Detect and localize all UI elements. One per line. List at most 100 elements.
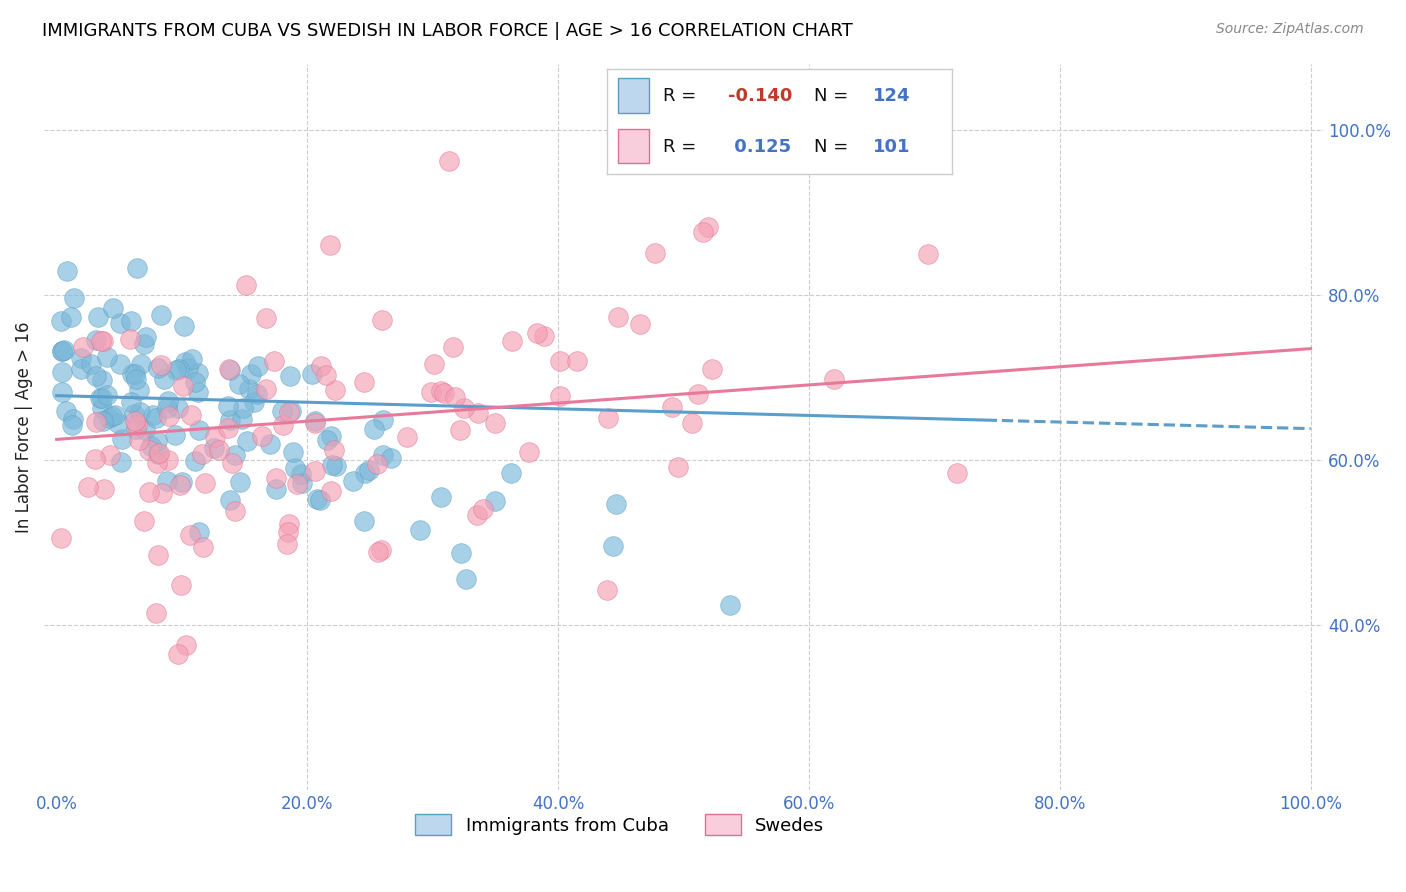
- Point: [661, 400, 683, 414]
- Point: [191, 540, 214, 554]
- Point: [519, 444, 541, 458]
- Point: [76, 480, 98, 494]
- Point: [138, 442, 160, 457]
- Point: [172, 379, 194, 393]
- Point: [444, 391, 467, 405]
- Point: [321, 458, 343, 473]
- Point: [465, 508, 488, 522]
- Point: [56, 264, 79, 278]
- Point: [236, 434, 259, 448]
- Point: [84, 333, 107, 347]
- Point: [146, 448, 169, 462]
- Point: [309, 359, 332, 373]
- Point: [124, 414, 146, 428]
- Point: [149, 358, 172, 372]
- Point: [453, 401, 475, 415]
- Point: [184, 376, 207, 390]
- Point: [167, 401, 190, 415]
- Point: [84, 369, 107, 384]
- Point: [111, 432, 134, 446]
- Point: [180, 351, 202, 366]
- Point: [52, 343, 75, 357]
- Point: [692, 225, 714, 239]
- Point: [359, 463, 381, 477]
- Point: [688, 387, 710, 401]
- Point: [278, 368, 301, 383]
- Point: [602, 539, 624, 553]
- Point: [187, 524, 209, 539]
- Point: [702, 362, 724, 376]
- Point: [149, 308, 172, 322]
- Point: [430, 384, 453, 398]
- Point: [218, 420, 240, 434]
- Point: [118, 333, 141, 347]
- Point: [142, 409, 165, 423]
- Point: [946, 466, 969, 480]
- Point: [277, 524, 299, 539]
- Point: [396, 430, 419, 444]
- Point: [371, 412, 394, 426]
- Point: [308, 493, 330, 508]
- Point: [172, 475, 194, 489]
- Point: [156, 474, 179, 488]
- Point: [90, 391, 112, 405]
- Point: [484, 416, 506, 430]
- Point: [305, 491, 328, 506]
- Point: [606, 310, 628, 325]
- Point: [228, 377, 250, 392]
- Point: [271, 403, 294, 417]
- Point: [146, 361, 169, 376]
- Point: [170, 578, 193, 592]
- Point: [373, 448, 395, 462]
- Point: [145, 606, 167, 620]
- Point: [823, 372, 845, 386]
- Point: [315, 368, 337, 382]
- Point: [59, 310, 82, 324]
- Point: [167, 362, 190, 376]
- Point: [129, 358, 152, 372]
- Point: [187, 366, 209, 380]
- Point: [62, 291, 84, 305]
- Text: Source: ZipAtlas.com: Source: ZipAtlas.com: [1216, 22, 1364, 37]
- Point: [666, 459, 689, 474]
- Point: [72, 340, 94, 354]
- Point: [501, 334, 523, 348]
- Point: [90, 334, 112, 348]
- Text: 0.125: 0.125: [728, 137, 792, 155]
- Point: [51, 384, 73, 399]
- Point: [409, 523, 432, 537]
- Point: [380, 450, 402, 465]
- Point: [278, 405, 301, 419]
- Point: [471, 501, 494, 516]
- Point: [254, 382, 277, 396]
- Point: [342, 474, 364, 488]
- Point: [232, 401, 254, 415]
- Point: [157, 409, 180, 424]
- Point: [467, 406, 489, 420]
- Point: [104, 408, 127, 422]
- Point: [49, 314, 72, 328]
- Point: [304, 414, 326, 428]
- Point: [132, 336, 155, 351]
- Point: [231, 412, 253, 426]
- Point: [90, 373, 112, 387]
- Point: [280, 404, 302, 418]
- Point: [238, 382, 260, 396]
- Point: [174, 355, 197, 369]
- Point: [145, 411, 167, 425]
- Point: [353, 375, 375, 389]
- Point: [128, 384, 150, 398]
- Text: N =: N =: [814, 87, 853, 105]
- Point: [456, 572, 478, 586]
- Point: [247, 359, 270, 373]
- Point: [70, 351, 93, 366]
- Point: [441, 340, 464, 354]
- Point: [96, 350, 118, 364]
- Point: [177, 360, 200, 375]
- Point: [187, 385, 209, 400]
- Point: [281, 445, 304, 459]
- Text: R =: R =: [662, 137, 707, 155]
- Point: [98, 410, 121, 425]
- Point: [84, 415, 107, 429]
- Point: [319, 429, 342, 443]
